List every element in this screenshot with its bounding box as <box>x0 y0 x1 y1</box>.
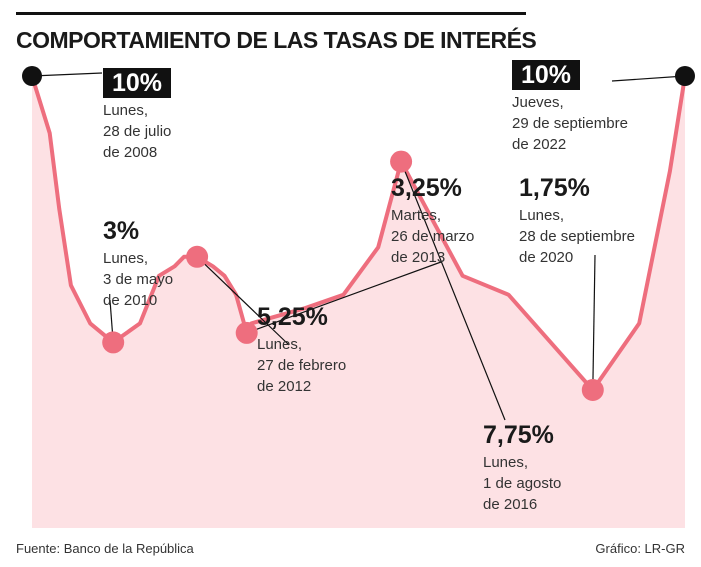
annotation-2020: 1,75% Lunes, 28 de septiembre de 2020 <box>519 171 635 268</box>
annotation-date: 1 de agosto <box>483 475 562 492</box>
leader-line <box>611 75 686 82</box>
annotation-leaders <box>31 72 686 421</box>
annotation-date: 28 de julio <box>103 123 172 140</box>
data-point-marker <box>675 66 695 86</box>
annotation-year: de 2022 <box>512 136 567 153</box>
annotation-date: 26 de marzo <box>391 228 475 245</box>
annotation-rate: 3% <box>103 217 140 245</box>
annotation-date: 27 de febrero <box>257 357 347 374</box>
annotation-date: 29 de septiembre <box>512 115 628 132</box>
leader-line <box>196 256 290 346</box>
series-area <box>32 76 685 528</box>
data-point-marker <box>102 331 125 354</box>
chart-title: COMPORTAMIENTO DE LAS TASAS DE INTERÉS <box>16 27 537 53</box>
annotation-year: de 2012 <box>257 378 312 395</box>
leader-line <box>246 261 442 334</box>
data-point-marker <box>186 245 209 268</box>
data-point-marker <box>235 321 258 344</box>
annotation-day: Jueves, <box>512 94 564 111</box>
annotation-year: de 2010 <box>103 292 158 309</box>
credit-note: Gráfico: LR-GR <box>595 541 685 556</box>
annotation-year: de 2020 <box>519 249 574 266</box>
annotation-year: de 2008 <box>103 144 158 161</box>
data-point-marker <box>22 66 42 86</box>
annotation-rate: 7,75% <box>483 421 554 449</box>
annotation-day: Martes, <box>391 207 442 224</box>
annotation-rate: 10% <box>103 68 172 98</box>
annotation-rate: 3,25% <box>391 174 462 202</box>
data-point-marker <box>581 379 604 401</box>
annotation-2010: 3% Lunes, 3 de mayo de 2010 <box>103 214 173 311</box>
data-point-marker <box>390 150 413 173</box>
source-note: Fuente: Banco de la República <box>16 541 194 556</box>
series-line <box>30 74 687 392</box>
annotation-2016: 7,75% Lunes, 1 de agosto de 2016 <box>483 418 561 515</box>
annotation-year: de 2013 <box>391 249 446 266</box>
annotation-rate: 1,75% <box>519 174 590 202</box>
annotation-day: Lunes, <box>103 102 149 119</box>
annotation-date: 28 de septiembre <box>519 228 635 245</box>
annotation-rate: 5,25% <box>257 303 328 331</box>
title-rule <box>16 12 526 15</box>
annotation-2012: 5,25% Lunes, 27 de febrero de 2012 <box>257 300 346 397</box>
annotation-2008: 10% Lunes, 28 de julio de 2008 <box>103 68 171 163</box>
annotation-date: 3 de mayo <box>103 271 174 288</box>
annotation-day: Lunes, <box>483 454 529 471</box>
data-markers <box>22 66 695 401</box>
annotation-rate: 10% <box>512 60 581 90</box>
leader-line <box>592 254 596 391</box>
annotation-day: Lunes, <box>519 207 565 224</box>
annotation-day: Lunes, <box>103 250 149 267</box>
annotation-2022: 10% Jueves, 29 de septiembre de 2022 <box>512 60 628 155</box>
annotation-year: de 2016 <box>483 496 538 513</box>
annotation-2013: 3,25% Martes, 26 de marzo de 2013 <box>391 171 474 268</box>
leader-line <box>31 72 103 77</box>
leader-line <box>400 161 506 421</box>
annotation-day: Lunes, <box>257 336 303 353</box>
